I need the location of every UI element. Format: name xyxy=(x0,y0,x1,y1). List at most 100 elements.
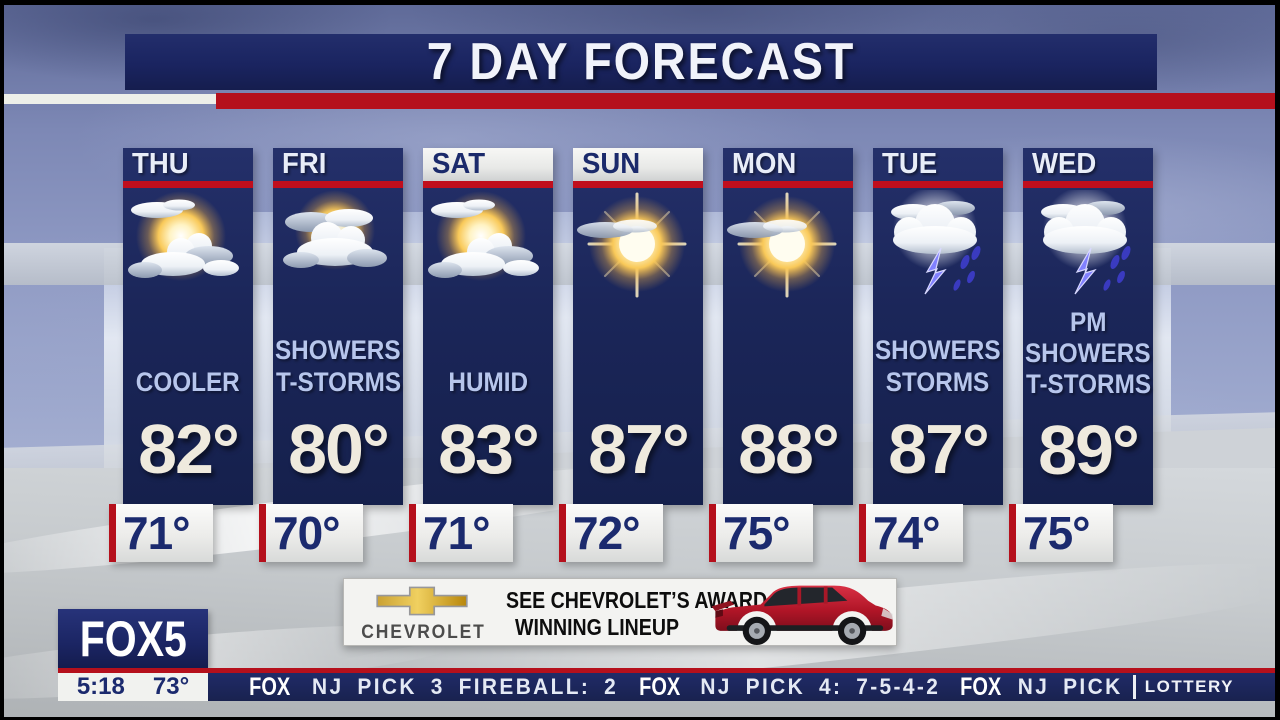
title-bar: 7 DAY FORECAST xyxy=(125,33,1157,91)
high-temp-value: 89° xyxy=(1038,410,1140,489)
fox-logo-small: FOX xyxy=(960,672,1002,701)
mostly-sunny-icon xyxy=(577,192,687,298)
forecast-day-column: SUN xyxy=(559,148,703,568)
mostly-sunny-icon xyxy=(727,192,837,298)
lottery-ticker: FOX NJ PICK 3 FIREBALL: 2 FOX NJ PICK 4: 7-… xyxy=(208,673,1276,701)
day-header: MON xyxy=(723,148,853,181)
forecast-day-column: MON xyxy=(709,148,853,568)
day-header: FRI xyxy=(273,148,403,181)
thunderstorm-icon xyxy=(1041,189,1131,295)
low-temp-value: 71° xyxy=(123,507,191,559)
chevrolet-bowtie-icon xyxy=(376,586,468,616)
condition-text: HUMID xyxy=(423,310,553,402)
high-temp-value: 82° xyxy=(138,409,240,488)
high-temp-value: 87° xyxy=(888,409,990,488)
low-temp-value: 70° xyxy=(273,507,341,559)
day-header-rule xyxy=(423,181,553,188)
page-title: 7 DAY FORECAST xyxy=(426,33,856,91)
high-temp: 82° xyxy=(123,402,253,505)
partly-sunny-icon xyxy=(128,191,239,281)
chevrolet-logo: CHEVROLET xyxy=(356,582,488,644)
day-header-rule xyxy=(723,181,853,188)
red-suv-image xyxy=(711,585,893,646)
day-panel: SUN xyxy=(573,148,703,505)
low-temp-box: 75° xyxy=(1009,504,1113,562)
high-temp: 89° xyxy=(1023,404,1153,505)
forecast-day-column: SAT xyxy=(409,148,553,568)
title-underline-white xyxy=(0,94,216,104)
day-header-rule xyxy=(1023,181,1153,188)
day-panel: TUE xyxy=(873,148,1003,505)
weather-icon xyxy=(1023,188,1153,307)
low-temp-box: 71° xyxy=(409,504,513,562)
clock-time: 5:18 xyxy=(76,673,125,700)
title-underline-red xyxy=(216,93,1276,109)
day-header: WED xyxy=(1023,148,1153,181)
high-temp-value: 83° xyxy=(438,409,540,488)
condition-line: PM xyxy=(1069,306,1107,337)
weather-icon xyxy=(123,188,253,310)
low-temp-value: 74° xyxy=(873,507,941,559)
high-temp-value: 87° xyxy=(588,409,690,488)
low-temp-box: 70° xyxy=(259,504,363,562)
ticker-text: NJ PICK 3 FIREBALL: 2 xyxy=(311,674,618,699)
day-label: TUE xyxy=(882,148,938,180)
condition-text: SHOWERS T-STORMS xyxy=(273,310,403,402)
condition-line: SHOWERS xyxy=(1025,337,1151,368)
day-header: THU xyxy=(123,148,253,181)
weather-icon xyxy=(873,188,1003,310)
condition-text xyxy=(573,310,703,402)
low-temp-value: 72° xyxy=(573,507,641,559)
forecast-day-column: WED xyxy=(1009,148,1153,568)
condition-text: COOLER xyxy=(123,310,253,402)
day-header-rule xyxy=(573,181,703,188)
sun-behind-clouds-icon xyxy=(283,190,387,270)
day-header-rule xyxy=(273,181,403,188)
day-label: MON xyxy=(732,148,797,180)
thunderstorm-icon xyxy=(891,190,981,295)
day-panel: THU xyxy=(123,148,253,505)
day-panel: SAT xyxy=(423,148,553,505)
day-header: TUE xyxy=(873,148,1003,181)
high-temp: 87° xyxy=(873,402,1003,505)
partly-sunny-icon xyxy=(428,191,539,281)
bottom-red-rule xyxy=(58,668,1276,673)
low-temp-box: 72° xyxy=(559,504,663,562)
high-temp: 88° xyxy=(723,402,853,505)
condition-line: SHOWERS xyxy=(275,335,401,366)
high-temp-value: 80° xyxy=(288,409,390,488)
high-temp: 83° xyxy=(423,402,553,505)
chevrolet-wordmark: CHEVROLET xyxy=(361,622,486,643)
day-label: THU xyxy=(132,148,189,180)
ad-line-1: SEE CHEVROLET’S AWARD xyxy=(506,587,768,613)
day-header: SAT xyxy=(423,148,553,181)
high-temp-value: 88° xyxy=(738,409,840,488)
condition-line: T-STORMS xyxy=(275,366,401,397)
condition-line: SHOWERS xyxy=(875,335,1001,366)
ad-line-2: WINNING LINEUP xyxy=(514,614,679,641)
day-label: WED xyxy=(1032,148,1097,180)
condition-line: HUMID xyxy=(448,366,528,397)
ticker-text: NJ PICK xyxy=(1017,674,1123,699)
lottery-label: LOTTERY xyxy=(1144,677,1234,696)
day-panel: WED xyxy=(1023,148,1153,505)
ticker-divider xyxy=(1133,675,1137,699)
condition-text xyxy=(723,310,853,402)
day-label: SAT xyxy=(432,148,486,180)
low-temp-box: 71° xyxy=(109,504,213,562)
ticker-text: NJ PICK 4: 7-5-4-2 xyxy=(700,674,941,699)
day-header-rule xyxy=(123,181,253,188)
weather-icon xyxy=(723,188,853,310)
day-header: SUN xyxy=(573,148,703,181)
low-temp-box: 74° xyxy=(859,504,963,562)
day-panel: MON xyxy=(723,148,853,505)
condition-line: STORMS xyxy=(886,366,990,397)
ad-copy: SEE CHEVROLET’S AWARD WINNING LINEUP xyxy=(490,587,768,641)
low-temp-box: 75° xyxy=(709,504,813,562)
time-temp-box: 5:18 73° xyxy=(58,673,208,701)
day-label: FRI xyxy=(282,148,327,180)
low-temp-value: 75° xyxy=(723,507,791,559)
condition-line: T-STORMS xyxy=(1025,369,1151,400)
weather-icon xyxy=(573,188,703,310)
